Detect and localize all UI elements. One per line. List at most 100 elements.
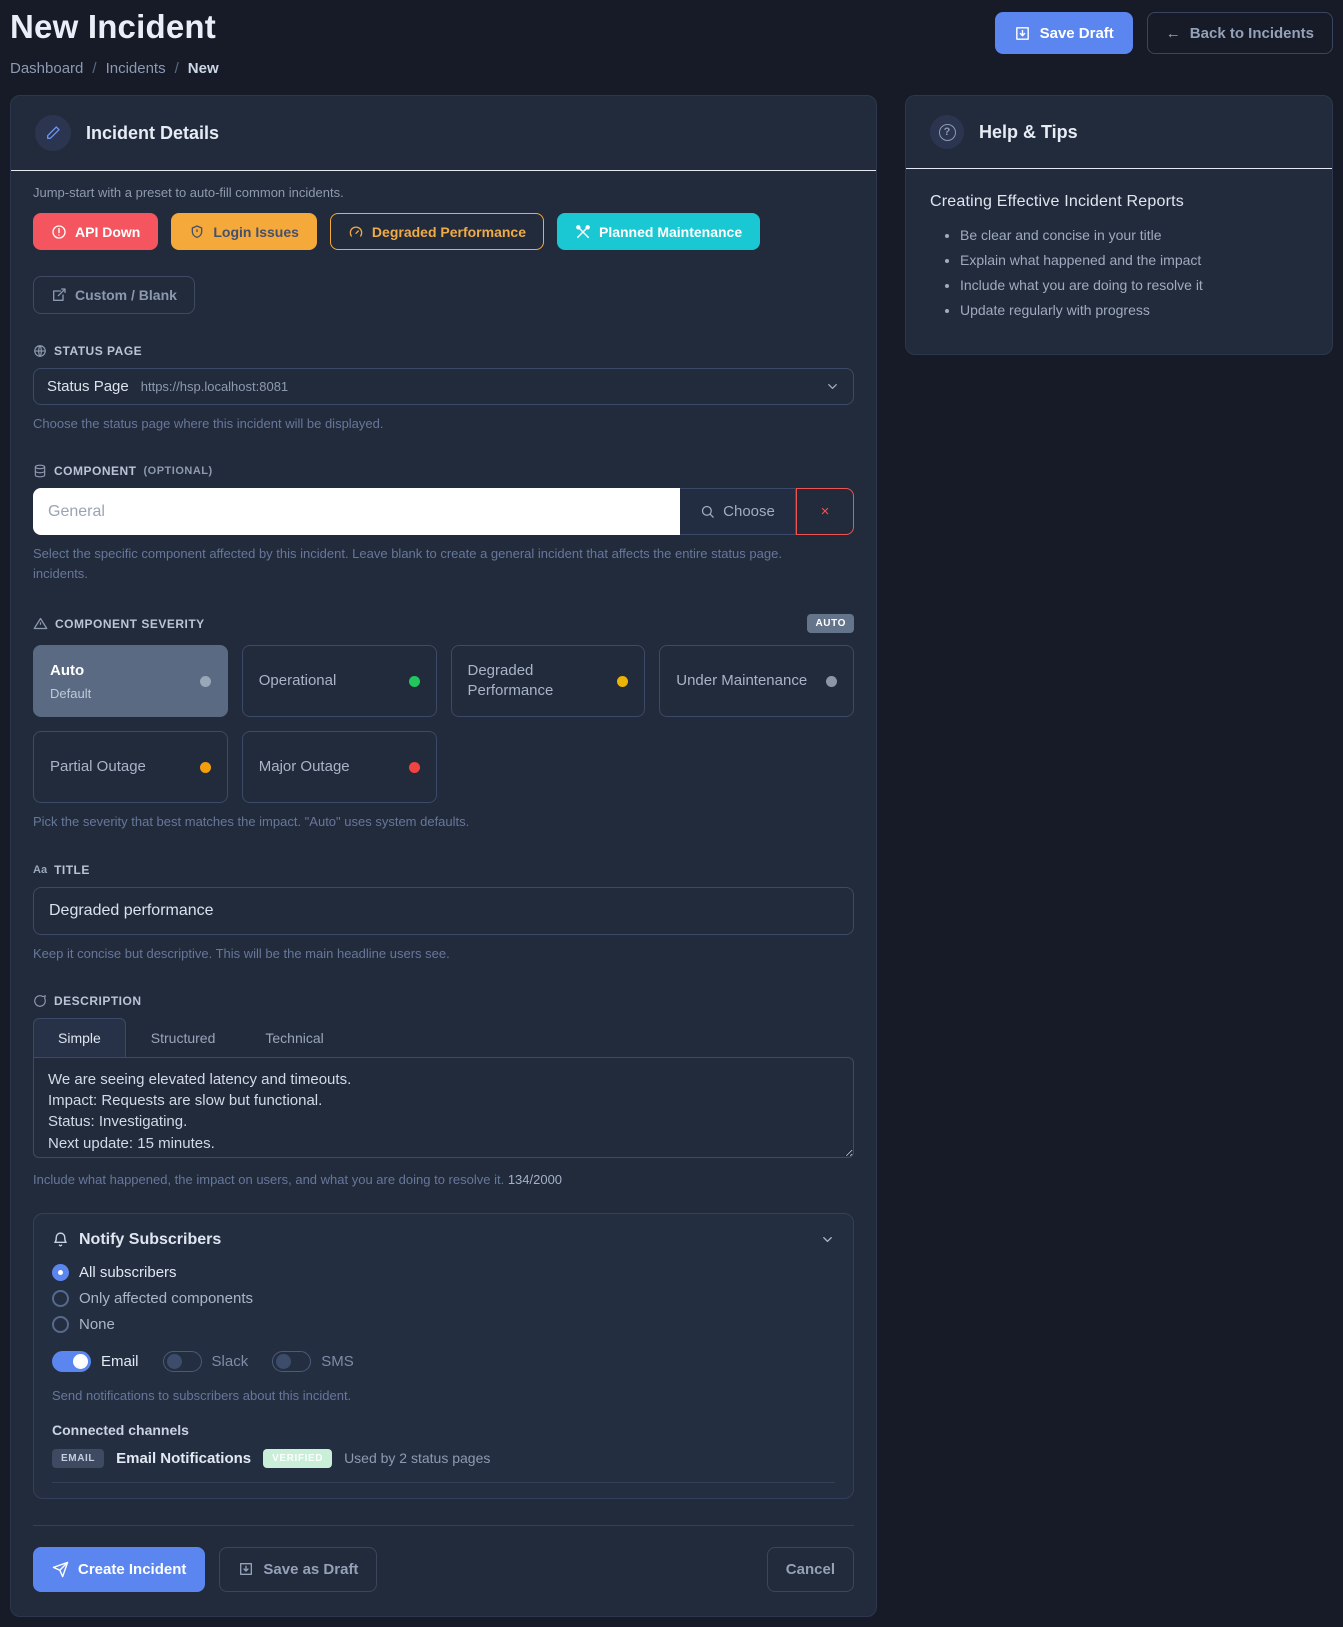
radio-only-affected-components[interactable]: Only affected components — [52, 1289, 835, 1307]
notify-subscribers-header[interactable]: Notify Subscribers — [52, 1231, 835, 1249]
chevron-down-icon[interactable] — [820, 1232, 835, 1247]
save-draft-button[interactable]: Save Draft — [994, 12, 1133, 54]
tab-technical[interactable]: Technical — [240, 1018, 348, 1057]
preset-api-down[interactable]: API Down — [33, 213, 159, 250]
status-page-label: Status page — [33, 344, 854, 358]
help-tips-header: ? Help & Tips — [906, 96, 1332, 169]
preset-degraded-performance[interactable]: Degraded Performance — [329, 213, 544, 250]
radio-icon — [52, 1315, 69, 1333]
radio-icon — [52, 1263, 69, 1281]
breadcrumb-incidents[interactable]: Incidents — [105, 60, 166, 77]
preset-login-issues[interactable]: Login Issues — [171, 213, 317, 250]
tools-icon — [575, 224, 591, 240]
tip-item: Be clear and concise in your title — [960, 226, 1308, 245]
severity-option-under-maintenance[interactable]: Under Maintenance — [659, 645, 854, 718]
channel-name: Email Notifications — [116, 1449, 252, 1467]
severity-option-partial-outage[interactable]: Partial Outage — [33, 731, 228, 804]
severity-option-label: Operational — [258, 672, 337, 690]
title-input[interactable] — [33, 886, 854, 935]
channel-type-badge: EMAIL — [52, 1448, 105, 1468]
severity-header: Component severity AUTO — [33, 614, 854, 634]
help-tips-card: ? Help & Tips Creating Effective Inciden… — [905, 95, 1333, 355]
search-icon — [700, 504, 715, 519]
severity-option-operational[interactable]: Operational — [241, 645, 437, 718]
component-input-group: Choose × — [33, 488, 854, 536]
text-icon: Aa — [33, 863, 48, 876]
comment-icon — [33, 994, 47, 1008]
toggle-track — [162, 1350, 202, 1372]
severity-option-label: Major Outage — [258, 758, 350, 776]
breadcrumb-separator: / — [92, 60, 97, 77]
component-section: Component (Optional) Choose × Select the… — [33, 464, 854, 584]
radio-icon — [52, 1289, 69, 1307]
pencil-icon — [35, 115, 71, 151]
notify-channel-toggles: Email Slack SMS — [52, 1350, 835, 1372]
page-heading: New Incident Dashboard / Incidents / New — [10, 8, 219, 77]
notify-subscribers-panel: Notify Subscribers All subscribers Only … — [33, 1212, 854, 1499]
toggle-knob — [166, 1353, 182, 1369]
severity-option-auto[interactable]: Auto Default — [33, 645, 228, 718]
save-draft-label: Save Draft — [1039, 24, 1114, 42]
severity-option-degraded-performance[interactable]: Degraded Performance — [450, 645, 646, 718]
status-page-select[interactable]: Status Page https://hsp.localhost:8081 — [33, 368, 854, 405]
help-heading: Creating Effective Incident Reports — [930, 193, 1184, 210]
component-input[interactable] — [33, 488, 680, 536]
character-counter: 134/2000 — [507, 1171, 563, 1187]
verified-badge: VERIFIED — [263, 1448, 333, 1468]
toggle-track — [272, 1350, 312, 1372]
preset-planned-maintenance[interactable]: Planned Maintenance — [556, 213, 761, 250]
toggle-slack[interactable]: Slack — [162, 1350, 248, 1372]
notify-help: Send notifications to subscribers about … — [52, 1387, 352, 1403]
back-to-incidents-button[interactable]: ← Back to Incidents — [1146, 12, 1333, 54]
page-title: New Incident — [10, 8, 216, 45]
incident-details-header: Incident Details — [11, 96, 876, 171]
tip-item: Include what you are doing to resolve it — [960, 276, 1308, 295]
chevron-down-icon — [825, 379, 840, 394]
status-page-url: https://hsp.localhost:8081 — [140, 379, 289, 394]
bell-icon — [52, 1231, 69, 1248]
channel-row: EMAIL Email Notifications VERIFIED Used … — [52, 1448, 835, 1483]
tab-structured[interactable]: Structured — [126, 1018, 241, 1057]
toggle-sms[interactable]: SMS — [272, 1350, 354, 1372]
severity-option-major-outage[interactable]: Major Outage — [241, 731, 437, 804]
component-clear-button[interactable]: × — [796, 488, 854, 536]
top-bar: New Incident Dashboard / Incidents / New… — [10, 8, 1333, 95]
title-label: Aa Title — [33, 862, 90, 877]
cancel-button[interactable]: Cancel — [766, 1546, 854, 1592]
help-tips-body: Creating Effective Incident Reports Be c… — [906, 169, 1332, 354]
breadcrumb-dashboard[interactable]: Dashboard — [10, 60, 84, 77]
severity-option-sub: Default — [50, 685, 92, 701]
shield-icon — [189, 224, 205, 240]
presets-hint: Jump-start with a preset to auto-fill co… — [33, 185, 344, 200]
alert-circle-icon — [51, 224, 67, 240]
radio-none[interactable]: None — [52, 1315, 835, 1333]
connected-channels-title: Connected channels — [52, 1421, 189, 1438]
breadcrumb-new: New — [187, 60, 219, 77]
save-icon — [238, 1561, 254, 1577]
globe-icon — [33, 344, 47, 358]
radio-all-subscribers[interactable]: All subscribers — [52, 1263, 835, 1281]
preset-label: Planned Maintenance — [598, 223, 743, 240]
database-icon — [33, 464, 47, 478]
toggle-email[interactable]: Email — [52, 1350, 139, 1372]
save-as-draft-button[interactable]: Save as Draft — [219, 1546, 378, 1592]
severity-section: Component severity AUTO Auto Default Ope… — [33, 614, 854, 832]
component-choose-button[interactable]: Choose — [680, 488, 796, 536]
component-help: Select the specific component affected b… — [33, 546, 782, 582]
preset-custom-blank[interactable]: Custom / Blank — [33, 276, 195, 314]
create-incident-button[interactable]: Create Incident — [33, 1546, 206, 1592]
description-label: Description — [33, 994, 854, 1008]
severity-help: Pick the severity that best matches the … — [33, 814, 470, 830]
tab-simple[interactable]: Simple — [33, 1017, 126, 1057]
status-page-section: Status page Status Page https://hsp.loca… — [33, 344, 854, 434]
severity-dot — [408, 761, 420, 773]
breadcrumb-separator: / — [174, 60, 179, 77]
question-icon: ? — [930, 115, 964, 149]
toggle-knob — [276, 1353, 292, 1369]
send-icon — [52, 1561, 69, 1578]
form-footer: Create Incident Save as Draft Cancel — [33, 1524, 854, 1592]
description-textarea[interactable]: We are seeing elevated latency and timeo… — [33, 1056, 854, 1158]
preset-label: Degraded Performance — [371, 223, 526, 240]
card-title: Incident Details — [86, 122, 220, 143]
preset-label: Custom / Blank — [75, 287, 177, 303]
